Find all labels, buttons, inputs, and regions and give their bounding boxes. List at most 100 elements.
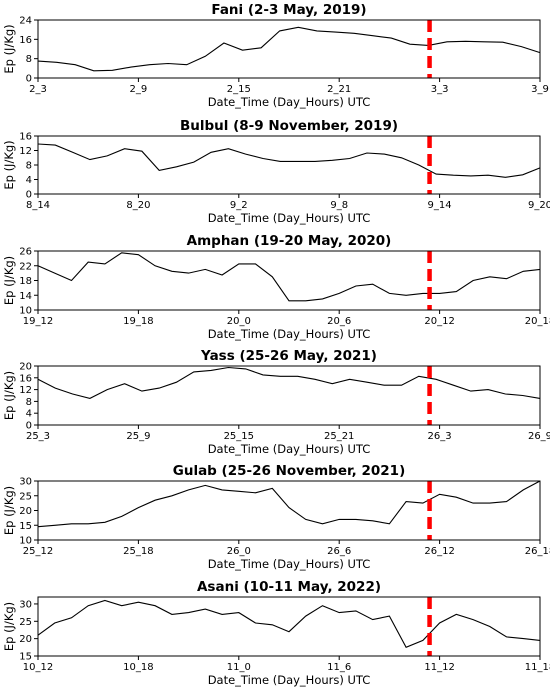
y-axis-label: Ep (J/Kg)	[2, 140, 16, 189]
x-tick-label: 10_12	[23, 662, 53, 673]
y-tick-label: 16	[19, 373, 32, 384]
x-tick-label: 26_6	[327, 546, 351, 557]
y-tick-label: 0	[26, 421, 32, 432]
x-tick-label: 11_0	[227, 662, 251, 673]
x-tick-label: 20_0	[227, 316, 251, 327]
series-line	[37, 143, 541, 178]
panel-3: Amphan (19-20 May, 2020) 10 14 18 22 26 19_12 1…	[2, 233, 550, 341]
y-tick-label: 30	[19, 477, 32, 488]
y-tick-label: 8	[26, 161, 32, 172]
y-tick-label: 25	[19, 617, 32, 628]
x-tick-label: 26_12	[424, 546, 454, 557]
x-tick-label: 20_6	[327, 316, 351, 327]
panel-title: Bulbul (8-9 November, 2019)	[180, 118, 398, 134]
panel-5: Gulab (25-26 November, 2021) 10 15 20 25 30 25…	[2, 463, 550, 571]
y-axis-label: Ep (J/Kg)	[2, 602, 16, 651]
series-line	[37, 252, 541, 302]
x-tick-label: 9_2	[230, 200, 248, 211]
y-tick-label: 0	[26, 190, 32, 201]
x-tick-label: 11_18	[525, 662, 550, 673]
y-tick-label: 12	[19, 146, 32, 157]
y-tick-label: 8	[26, 54, 32, 65]
y-tick-label: 8	[26, 397, 32, 408]
x-axis-label: Date_Time (Day_Hours) UTC	[208, 557, 371, 571]
series-line	[37, 366, 541, 399]
y-tick-label: 26	[19, 247, 32, 258]
y-tick-label: 15	[19, 652, 32, 663]
y-tick-label: 20	[19, 506, 32, 517]
x-axis-label: Date_Time (Day_Hours) UTC	[208, 442, 371, 456]
y-tick-label: 0	[26, 74, 32, 85]
y-tick-label: 16	[19, 35, 32, 46]
x-tick-label: 25_21	[324, 431, 354, 442]
y-tick-label: 16	[19, 132, 32, 143]
x-tick-label: 26_18	[525, 546, 550, 557]
plot-frame	[37, 135, 541, 195]
x-tick-label: 9_8	[330, 200, 348, 211]
panel-title: Yass (25-26 May, 2021)	[200, 348, 377, 364]
x-axis-label: Date_Time (Day_Hours) UTC	[208, 95, 371, 109]
x-axis-label: Date_Time (Day_Hours) UTC	[208, 211, 371, 225]
y-tick-label: 12	[19, 385, 32, 396]
x-tick-label: 3_3	[431, 84, 449, 95]
plot-frame	[37, 480, 541, 541]
x-tick-label: 9_14	[428, 200, 452, 211]
y-axis-label: Ep (J/Kg)	[2, 371, 16, 420]
x-tick-label: 8_20	[126, 200, 150, 211]
series-line	[37, 26, 541, 72]
x-tick-label: 11_12	[424, 662, 454, 673]
y-tick-label: 15	[19, 521, 32, 532]
x-tick-label: 9_20	[528, 200, 550, 211]
x-tick-label: 2_15	[227, 84, 251, 95]
x-tick-label: 25_12	[23, 546, 53, 557]
x-tick-label: 25_15	[224, 431, 254, 442]
y-tick-label: 4	[26, 175, 32, 186]
panel-title: Fani (2-3 May, 2019)	[211, 2, 366, 18]
x-tick-label: 2_21	[327, 84, 351, 95]
y-tick-label: 18	[19, 276, 32, 287]
y-tick-label: 20	[19, 634, 32, 645]
y-tick-label: 24	[19, 16, 32, 27]
y-tick-label: 22	[19, 261, 32, 272]
plot-frame	[37, 365, 541, 426]
plot-frame	[37, 19, 541, 79]
x-tick-label: 25_18	[123, 546, 153, 557]
series-line	[37, 599, 541, 648]
x-tick-label: 26_0	[227, 546, 251, 557]
panel-1: Fani (2-3 May, 2019) 0 8 16 24 2_3 2_9 2_15 2_21…	[2, 2, 549, 109]
y-axis-label: Ep (J/Kg)	[2, 256, 16, 305]
x-tick-label: 2_9	[130, 84, 148, 95]
x-tick-label: 11_6	[327, 662, 351, 673]
panel-title: Gulab (25-26 November, 2021)	[173, 463, 406, 479]
x-axis-label: Date_Time (Day_Hours) UTC	[208, 327, 371, 341]
y-tick-label: 30	[19, 599, 32, 610]
panel-6: Asani (10-11 May, 2022) 15 20 25 30 10_12 10_1…	[2, 579, 550, 687]
series-line	[37, 480, 541, 528]
x-tick-label: 26_3	[428, 431, 452, 442]
panel-2: Bulbul (8-9 November, 2019) 0 4 8 12 16 8_14 8_…	[2, 118, 550, 225]
y-tick-label: 14	[19, 291, 32, 302]
y-tick-label: 10	[19, 536, 32, 547]
x-tick-label: 25_3	[26, 431, 50, 442]
x-tick-label: 2_3	[29, 84, 47, 95]
x-tick-label: 10_18	[123, 662, 153, 673]
x-tick-label: 26_9	[528, 431, 550, 442]
y-tick-label: 4	[26, 409, 32, 420]
x-tick-label: 20_12	[424, 316, 454, 327]
x-tick-label: 25_9	[126, 431, 150, 442]
x-tick-label: 19_18	[123, 316, 153, 327]
x-tick-label: 20_18	[525, 316, 550, 327]
y-tick-label: 10	[19, 306, 32, 317]
x-tick-label: 19_12	[23, 316, 53, 327]
y-tick-label: 20	[19, 362, 32, 373]
x-axis-label: Date_Time (Day_Hours) UTC	[208, 673, 371, 687]
y-axis-label: Ep (J/Kg)	[2, 486, 16, 535]
x-tick-label: 3_9	[531, 84, 549, 95]
y-tick-label: 25	[19, 491, 32, 502]
plot-frame	[37, 596, 541, 657]
y-axis-label: Ep (J/Kg)	[2, 24, 16, 73]
x-tick-label: 8_14	[26, 200, 50, 211]
panel-title: Asani (10-11 May, 2022)	[197, 579, 381, 595]
